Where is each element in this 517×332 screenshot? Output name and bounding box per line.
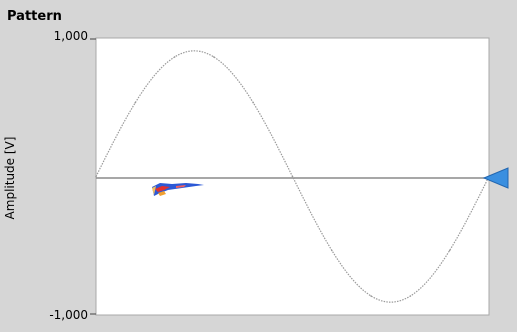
- waveform-point: [370, 295, 372, 297]
- waveform-point: [173, 56, 176, 58]
- waveform-point: [252, 101, 254, 104]
- y-tick-min: -1,000: [49, 308, 88, 322]
- waveform-point: [331, 249, 333, 252]
- waveform-point: [95, 175, 97, 178]
- plot-annotation-scribble: [152, 183, 204, 196]
- waveform-point: [448, 249, 451, 252]
- y-tick-max: 1,000: [53, 29, 88, 43]
- cursor-handle-icon[interactable]: [482, 167, 509, 189]
- waveform-point: [134, 101, 137, 104]
- graph-title: Pattern: [7, 9, 62, 24]
- waveform-point: [213, 56, 215, 58]
- waveform-point: [409, 295, 412, 297]
- waveform-point: [291, 175, 294, 178]
